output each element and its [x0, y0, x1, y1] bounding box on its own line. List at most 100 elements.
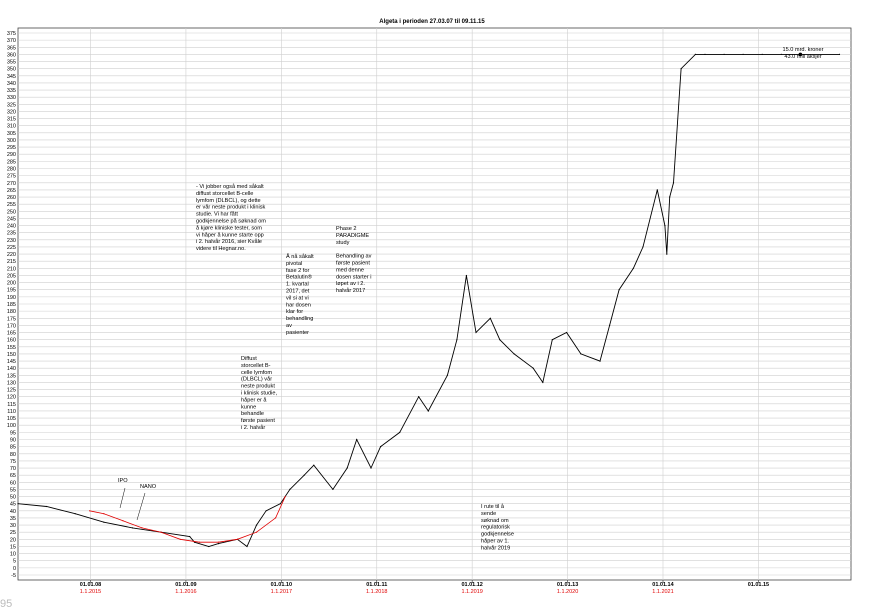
annotation-line: - Vi jobber også med såkalt [196, 183, 264, 190]
y-tick-label: 175 [7, 316, 16, 322]
annotation-line: 15.0 mrd. kroner [782, 47, 823, 53]
x-tick-labels: 01.01.08 01.01.09 01.01.10 01.01.11 01.01.12… [80, 582, 769, 595]
y-tick-label: 220 [7, 252, 16, 258]
y-tick-label: 370 [7, 38, 16, 44]
x-tick-label: 01.01.10 [271, 582, 292, 588]
y-tick-label: 165 [7, 331, 16, 337]
data-point [669, 196, 671, 198]
y-tick-label: 120 [7, 395, 16, 401]
annotation-line: håper er å [241, 396, 267, 403]
annotation-nano: NANO [140, 484, 157, 490]
annotation-line: godkjennelse på søknad om [196, 218, 266, 225]
y-tick-label: 60 [10, 480, 16, 486]
data-point [356, 438, 358, 441]
data-point [542, 381, 544, 383]
x-tick-label: 01.01.15 [748, 582, 769, 588]
y-tick-label: 145 [7, 359, 16, 365]
y-tick-label: 345 [7, 74, 16, 80]
data-point [532, 367, 534, 369]
y-tick-label: 50 [10, 495, 16, 501]
data-point [246, 545, 248, 548]
annotation-line: i 2. halvår 2016, sier Kvåle [196, 238, 262, 245]
data-point [446, 374, 448, 376]
data-point [475, 331, 477, 334]
x-tick-label-secondary: 1.1.2020 [557, 589, 578, 595]
y-tick-label: 180 [7, 309, 16, 315]
y-tick-label: 130 [7, 380, 16, 386]
data-point [217, 541, 219, 543]
data-point [255, 531, 258, 533]
data-point [289, 488, 291, 490]
data-point [742, 53, 744, 56]
data-point [236, 538, 238, 540]
y-tick-label: 235 [7, 231, 16, 237]
chart-title: Algeta i perioden 27.03.07 til 09.11.15 [379, 19, 485, 25]
annotation-line: å kjøre kliniske tester, som [196, 224, 262, 231]
y-tick-label: 105 [7, 416, 16, 422]
y-tick-label: 190 [7, 295, 16, 301]
y-tick-label: 70 [10, 466, 16, 472]
annotation-line: sende [481, 511, 496, 517]
data-point [89, 510, 91, 512]
data-point [313, 464, 315, 466]
x-tick-label-secondary: 1.1.2015 [80, 589, 101, 595]
y-tick-label: 250 [7, 209, 16, 215]
y-tick-label: 170 [7, 323, 16, 329]
data-point [599, 360, 601, 362]
annotation-line: Å nå såkalt [286, 253, 314, 260]
annotation-line: Phase 2 [336, 226, 357, 232]
annotation-line: lymfom (DLBCL), og dette [196, 198, 261, 204]
data-point [656, 189, 658, 191]
annotation-line: av [286, 323, 292, 329]
x-tick-label: 01.01.14 [652, 582, 674, 588]
x-tick-label: 01.01.12 [461, 582, 482, 588]
y-tick-label: 110 [7, 409, 16, 415]
y-tick-label: 30 [10, 523, 16, 529]
annotation-line: har dosen [286, 302, 311, 308]
data-point [332, 488, 334, 490]
annotation-line: er vår neste produkt i klinisk [196, 204, 266, 211]
data-point [17, 503, 19, 505]
y-tick-label: 100 [7, 423, 16, 429]
y-tick-label: 125 [7, 388, 16, 394]
annotation-line: regulatorisk [481, 525, 510, 531]
data-point [265, 510, 267, 512]
data-point [208, 545, 210, 548]
data-point [642, 246, 644, 248]
annotation-line: studie. Vi har fått [196, 211, 238, 218]
annotation-line: I rute til å [481, 503, 505, 510]
y-tick-label: 290 [7, 152, 16, 158]
y-tick-label: 300 [7, 138, 16, 144]
y-tick-label: 55 [10, 487, 16, 493]
data-point [346, 467, 348, 469]
annotation-line: pivotal [286, 261, 302, 267]
y-tick-label: 350 [7, 67, 16, 73]
data-point [279, 503, 281, 505]
data-point [255, 524, 258, 526]
data-point [131, 527, 134, 529]
y-tick-label: 135 [7, 373, 16, 379]
y-tick-label: 150 [7, 352, 16, 358]
y-tick-label: 95 [10, 430, 16, 436]
annotation-line: søknad om [481, 518, 509, 524]
y-tick-label: 20 [10, 537, 16, 543]
data-point [303, 474, 305, 476]
end-marker [798, 52, 803, 57]
data-point [456, 339, 458, 341]
data-point [122, 520, 124, 522]
data-point [399, 431, 401, 433]
data-point [609, 324, 611, 326]
data-point [551, 339, 553, 341]
x-tick-label-secondary: 1.1.2018 [366, 589, 387, 595]
y-tick-label: 155 [7, 345, 16, 351]
annotation-line: vi håper å kunne starte opp [196, 231, 264, 238]
x-tick-label: 01.01.09 [175, 582, 196, 588]
y-tick-label: 270 [7, 181, 16, 187]
y-tick-label: 365 [7, 45, 16, 51]
